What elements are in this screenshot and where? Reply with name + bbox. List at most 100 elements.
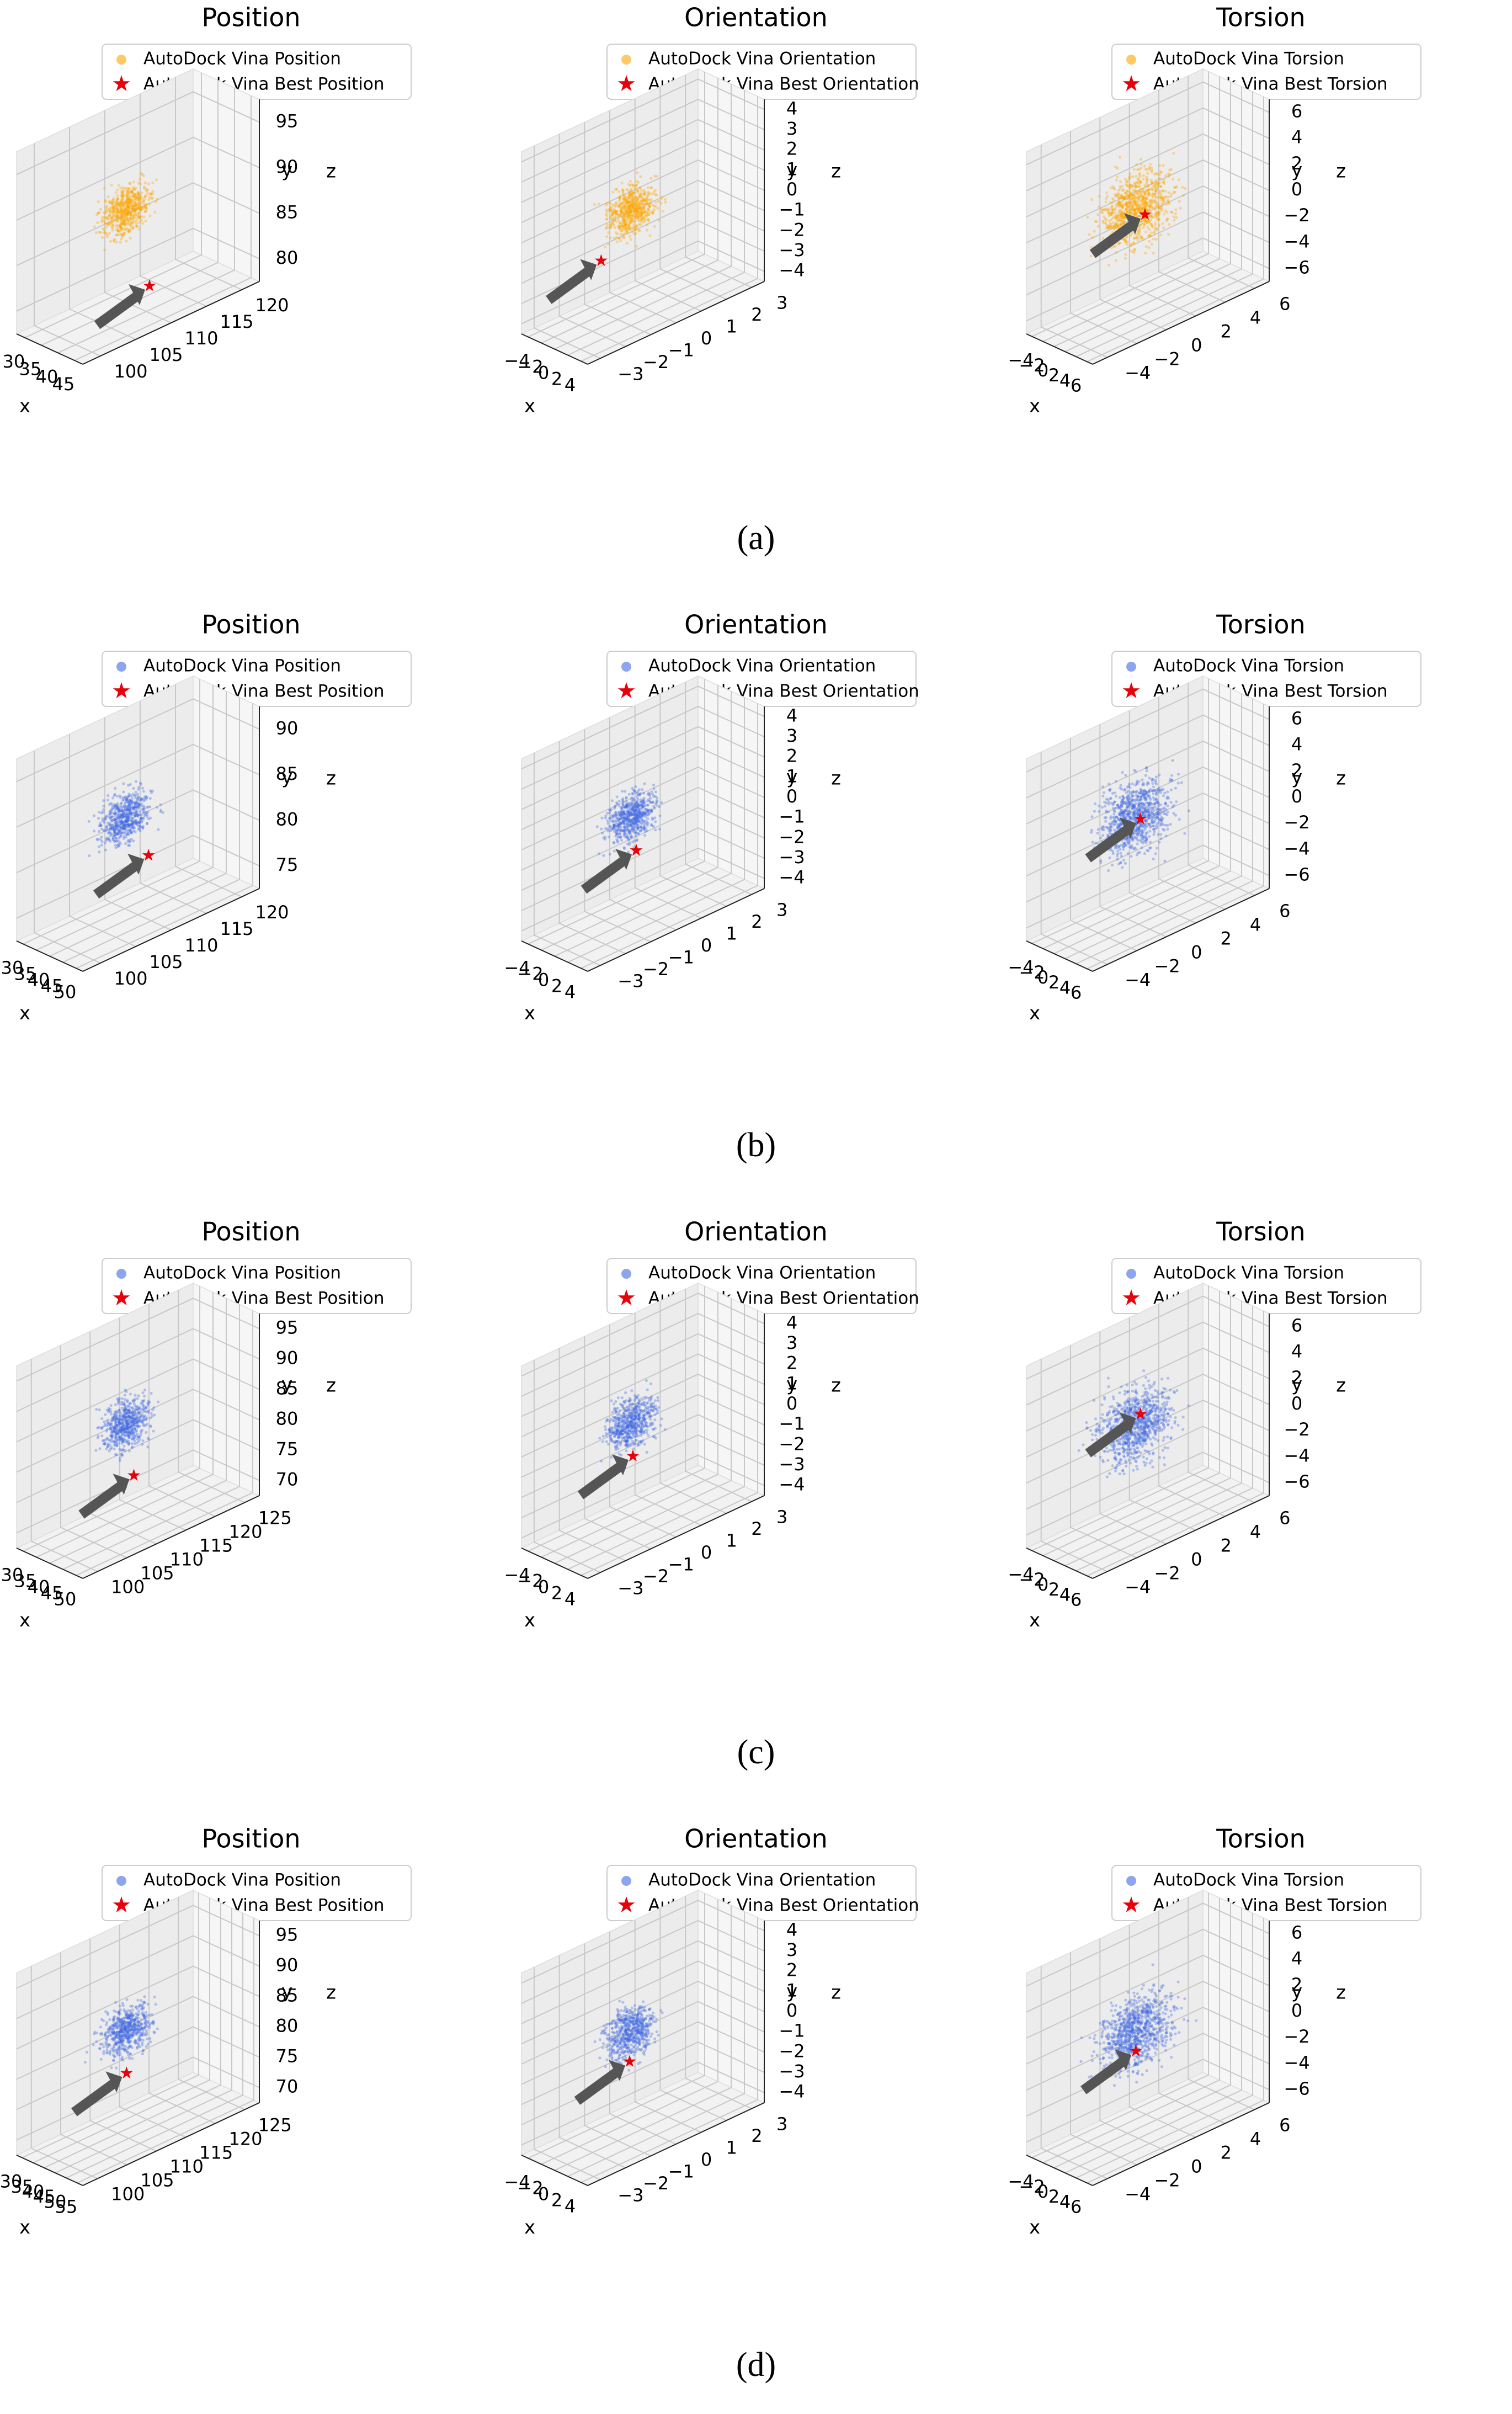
scatter-point xyxy=(123,222,126,226)
scatter-point xyxy=(1120,196,1124,200)
z-tick-label: 70 xyxy=(276,1469,299,1490)
scatter-point xyxy=(1142,226,1145,229)
scatter-point xyxy=(1117,824,1120,828)
scatter-point xyxy=(627,222,631,225)
scatter-point xyxy=(606,819,609,822)
scatter-point xyxy=(119,221,123,224)
scatter-point xyxy=(636,804,640,807)
scatter-point xyxy=(640,207,643,210)
scatter-point xyxy=(125,194,129,197)
scatter-point xyxy=(137,1394,140,1397)
scatter-point xyxy=(136,191,140,194)
scatter-point xyxy=(1144,774,1147,777)
scatter-point xyxy=(1127,784,1131,788)
scatter-point xyxy=(1164,189,1167,193)
scatter-point xyxy=(1137,194,1141,198)
scatter-point xyxy=(1134,182,1137,185)
scatter-point xyxy=(630,210,633,214)
scatter-point xyxy=(108,803,111,806)
scatter-point xyxy=(126,204,129,208)
scatter-point xyxy=(631,204,634,208)
scatter-point xyxy=(1116,852,1120,855)
scatter-point xyxy=(131,209,134,212)
scatter-point xyxy=(623,220,627,223)
scatter-point xyxy=(1153,193,1157,196)
scatter-point xyxy=(646,217,649,221)
scatter-point xyxy=(1101,219,1105,222)
scatter-point xyxy=(613,208,616,211)
scatter-point xyxy=(142,790,145,793)
scatter-point xyxy=(137,211,141,215)
scatter-point xyxy=(1120,808,1123,811)
scatter-point xyxy=(121,234,124,237)
scatter-point xyxy=(1157,804,1160,808)
scatter-point xyxy=(127,205,130,208)
scatter-point xyxy=(1130,855,1133,858)
scatter-point xyxy=(642,812,645,816)
scatter-cloud xyxy=(593,171,667,249)
scatter-point xyxy=(1174,212,1177,215)
scatter-point xyxy=(643,199,646,203)
scatter-point xyxy=(608,226,611,230)
scatter-point xyxy=(627,805,631,809)
scatter-point xyxy=(653,174,657,178)
scatter-point xyxy=(120,227,123,230)
scatter-point xyxy=(626,201,629,204)
scatter-point xyxy=(1131,790,1135,794)
z-tick-label: 4 xyxy=(786,705,797,726)
chart-title: Torsion xyxy=(1216,3,1305,33)
scatter-point xyxy=(638,229,641,232)
scatter-point xyxy=(143,198,147,201)
scatter-point xyxy=(1167,796,1170,800)
scatter-point xyxy=(122,231,125,235)
scatter-point xyxy=(653,816,657,820)
scatter-point xyxy=(623,847,626,850)
scatter-point xyxy=(1152,857,1155,861)
scatter-point xyxy=(610,799,614,802)
scatter-point xyxy=(130,1434,134,1437)
scatter-point xyxy=(642,216,646,219)
scatter-point xyxy=(609,208,612,211)
scatter-point xyxy=(124,213,127,216)
scatter-point xyxy=(619,232,622,236)
scatter-point xyxy=(643,215,647,218)
scatter-point xyxy=(633,216,637,220)
scatter-point xyxy=(619,213,622,216)
scatter-point xyxy=(121,193,125,196)
scatter-point xyxy=(627,196,631,199)
scatter-point xyxy=(597,852,600,855)
scatter-point xyxy=(1094,802,1097,805)
scatter-point xyxy=(1102,791,1105,794)
scatter-point xyxy=(621,216,625,219)
scatter-point xyxy=(1135,798,1138,801)
scatter-point xyxy=(123,219,126,222)
scatter-point xyxy=(127,223,131,226)
scatter-point xyxy=(1110,211,1114,214)
scatter-point xyxy=(140,820,143,824)
scatter-point xyxy=(635,204,638,207)
y-tick-label: 105 xyxy=(149,951,183,972)
scatter-point xyxy=(611,222,614,226)
scatter-point xyxy=(131,208,135,211)
scatter-point xyxy=(615,220,618,223)
scatter-point xyxy=(640,802,643,805)
scatter-point xyxy=(1141,783,1144,786)
scatter-point xyxy=(128,197,131,200)
scatter-point xyxy=(1129,183,1132,187)
scatter-point xyxy=(144,220,147,223)
scatter-point xyxy=(1124,257,1127,260)
scatter-point xyxy=(629,184,632,187)
scatter-point xyxy=(638,205,641,208)
scatter-point xyxy=(121,190,125,193)
scatter-point xyxy=(1101,785,1105,789)
scatter-point xyxy=(1153,230,1156,233)
scatter-point xyxy=(650,186,653,189)
scatter-point xyxy=(638,195,641,198)
scatter-point xyxy=(122,203,125,206)
scatter-point xyxy=(122,208,125,211)
scatter-point xyxy=(111,199,114,203)
scatter-point xyxy=(1151,200,1154,204)
x-tick-label: 0 xyxy=(1037,360,1048,381)
scatter-point xyxy=(1152,237,1155,241)
legend-marker-points xyxy=(116,1269,126,1279)
